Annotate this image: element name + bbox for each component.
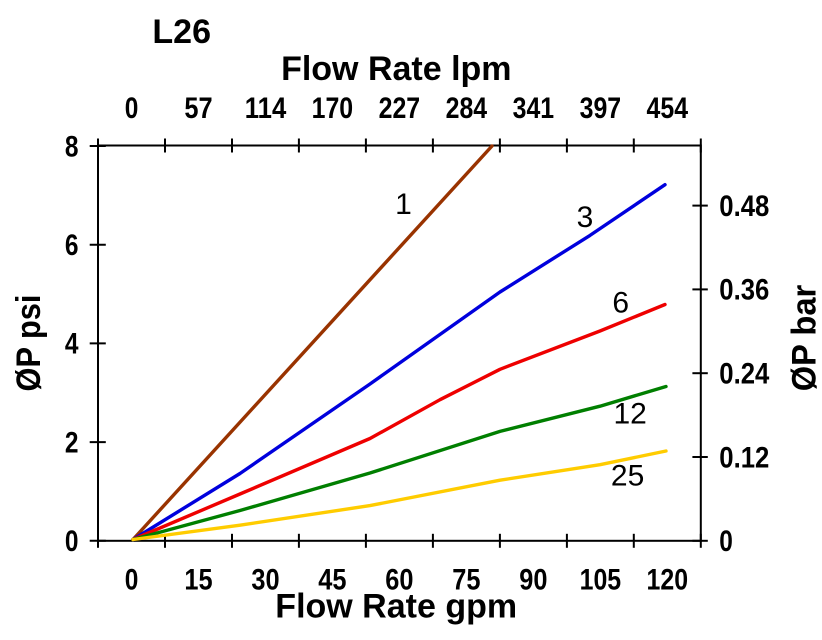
svg-text:ØP psi: ØP psi	[10, 295, 48, 392]
svg-text:341: 341	[513, 92, 555, 125]
svg-text:90: 90	[519, 563, 547, 596]
svg-text:6: 6	[65, 229, 79, 262]
svg-text:15: 15	[184, 563, 212, 596]
svg-text:0.24: 0.24	[719, 358, 769, 391]
svg-text:L26: L26	[152, 13, 211, 51]
svg-text:60: 60	[385, 563, 413, 596]
svg-text:227: 227	[379, 92, 421, 125]
svg-text:4: 4	[65, 328, 79, 361]
svg-text:45: 45	[318, 563, 346, 596]
svg-text:25: 25	[611, 460, 644, 493]
svg-text:0.12: 0.12	[719, 441, 769, 474]
svg-text:0: 0	[125, 92, 139, 125]
svg-text:30: 30	[251, 563, 279, 596]
svg-text:114: 114	[245, 92, 287, 125]
svg-text:170: 170	[312, 92, 354, 125]
svg-text:105: 105	[580, 563, 622, 596]
svg-text:12: 12	[614, 398, 647, 431]
svg-text:397: 397	[580, 92, 622, 125]
svg-text:284: 284	[446, 92, 488, 125]
svg-text:120: 120	[647, 563, 689, 596]
svg-text:8: 8	[65, 130, 79, 163]
svg-text:0: 0	[125, 563, 139, 596]
svg-text:57: 57	[184, 92, 212, 125]
svg-text:0.36: 0.36	[719, 274, 769, 307]
svg-text:3: 3	[577, 201, 594, 234]
svg-text:454: 454	[647, 92, 689, 125]
svg-text:1: 1	[395, 188, 412, 221]
svg-text:2: 2	[65, 426, 79, 459]
svg-text:6: 6	[612, 287, 629, 320]
svg-text:0: 0	[65, 525, 79, 558]
svg-text:Flow Rate lpm: Flow Rate lpm	[281, 50, 511, 88]
svg-text:0: 0	[719, 525, 733, 558]
svg-text:ØP bar: ØP bar	[786, 285, 822, 392]
svg-text:0.48: 0.48	[719, 190, 769, 223]
svg-text:75: 75	[452, 563, 480, 596]
svg-text:Flow Rate gpm: Flow Rate gpm	[275, 587, 517, 625]
